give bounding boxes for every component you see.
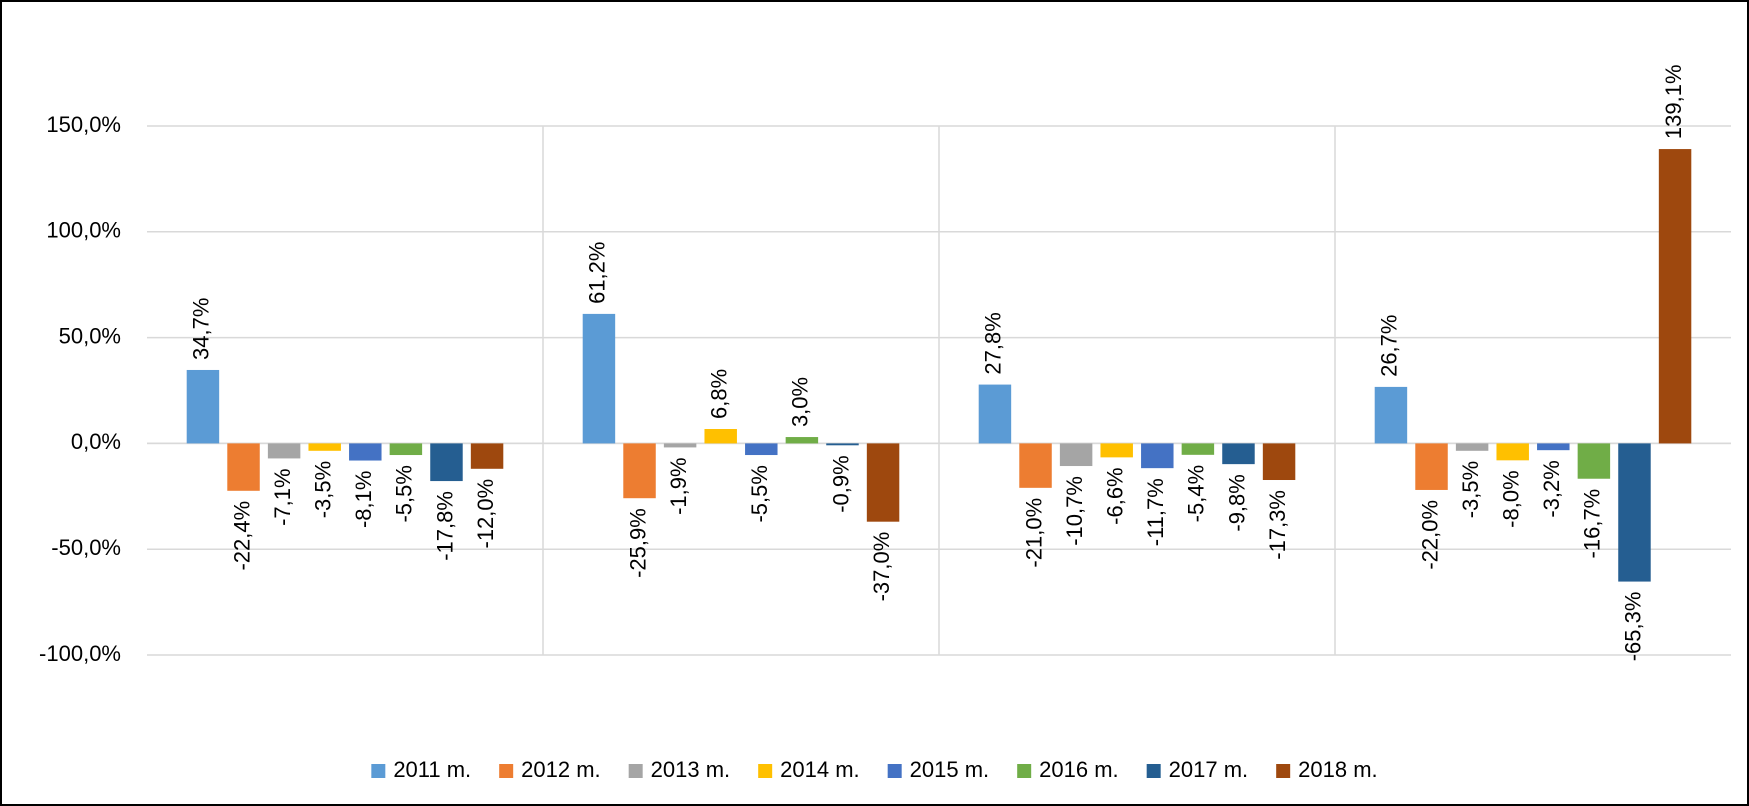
bar	[267, 443, 301, 459]
data-label: -3,5%	[311, 461, 336, 518]
legend-label: 2015 m.	[910, 757, 990, 782]
data-label: -10,7%	[1062, 476, 1087, 546]
legend-label: 2013 m.	[651, 757, 731, 782]
y-tick-label: -50,0%	[51, 535, 121, 560]
data-label: 139,1%	[1661, 64, 1686, 139]
bar	[704, 429, 737, 444]
data-label: -17,8%	[432, 491, 457, 561]
y-tick-label: 100,0%	[46, 218, 121, 243]
data-label: -11,7%	[1143, 478, 1168, 546]
data-label: -5,4%	[1184, 465, 1209, 522]
legend-swatch	[499, 764, 514, 778]
data-label: -7,1%	[270, 468, 295, 525]
bar	[186, 369, 220, 444]
data-label: -22,4%	[229, 501, 254, 571]
legend-label: 2017 m.	[1169, 757, 1249, 782]
bar	[430, 443, 463, 482]
data-label: -0,9%	[828, 455, 853, 512]
legend-label: 2018 m.	[1298, 757, 1378, 782]
bar	[227, 443, 260, 491]
data-label: -6,6%	[1103, 467, 1128, 524]
data-label: -37,0%	[869, 532, 894, 602]
bar	[1181, 443, 1215, 455]
bar	[978, 384, 1012, 444]
legend-swatch	[371, 764, 386, 778]
data-label: -9,8%	[1224, 474, 1249, 531]
data-label: 61,2%	[585, 242, 610, 304]
bar	[1496, 443, 1529, 461]
legend-label: 2016 m.	[1039, 757, 1119, 782]
bar	[1059, 443, 1093, 467]
bar	[623, 443, 656, 499]
bar	[1415, 443, 1448, 490]
y-tick-label: 0,0%	[71, 429, 121, 454]
data-label: 3,0%	[788, 377, 813, 427]
data-label: -65,3%	[1620, 592, 1645, 662]
data-label: -12,0%	[473, 479, 498, 549]
bar	[1019, 443, 1052, 488]
data-label: -5,5%	[747, 465, 772, 522]
bar	[785, 437, 819, 444]
data-label: 6,8%	[707, 369, 732, 419]
legend-swatch	[1146, 764, 1161, 778]
data-label: -8,1%	[351, 471, 376, 528]
bar	[1141, 443, 1174, 469]
legend-swatch	[1017, 764, 1032, 778]
data-label: -5,5%	[392, 465, 417, 522]
bar	[1618, 443, 1651, 582]
bar	[866, 443, 900, 522]
legend-swatch	[1276, 764, 1291, 778]
data-label: -3,2%	[1539, 460, 1564, 517]
bar	[1222, 443, 1255, 465]
bar	[470, 443, 504, 469]
bar	[1577, 443, 1611, 479]
data-label: -3,5%	[1458, 461, 1483, 518]
data-label: 27,8%	[981, 312, 1006, 374]
bar	[826, 443, 859, 446]
bar	[389, 443, 423, 456]
legend-label: 2012 m.	[521, 757, 601, 782]
data-label: -25,9%	[625, 508, 650, 578]
bar	[349, 443, 382, 461]
bar	[1658, 149, 1692, 444]
legend-label: 2011 m.	[393, 757, 471, 782]
legend-swatch	[758, 764, 773, 778]
data-label: -8,0%	[1499, 470, 1524, 527]
bar	[1100, 443, 1133, 458]
data-label: 26,7%	[1377, 315, 1402, 377]
data-label: -17,3%	[1265, 490, 1290, 560]
bar	[1374, 386, 1408, 444]
bar	[745, 443, 778, 456]
bar	[663, 443, 697, 448]
bar	[1537, 443, 1570, 451]
bar	[308, 443, 341, 451]
data-label: -16,7%	[1580, 489, 1605, 559]
y-tick-label: -100,0%	[39, 641, 121, 666]
y-tick-label: 50,0%	[59, 323, 121, 348]
bar	[1262, 443, 1296, 481]
legend-swatch	[887, 764, 902, 778]
data-label: 34,7%	[189, 298, 214, 360]
data-label: -21,0%	[1021, 498, 1046, 568]
data-label: -1,9%	[666, 457, 691, 514]
y-tick-label: 150,0%	[46, 112, 121, 137]
legend-swatch	[628, 764, 643, 778]
bar	[582, 313, 616, 444]
legend-label: 2014 m.	[780, 757, 860, 782]
bar	[1455, 443, 1489, 451]
data-label: -22,0%	[1417, 500, 1442, 570]
